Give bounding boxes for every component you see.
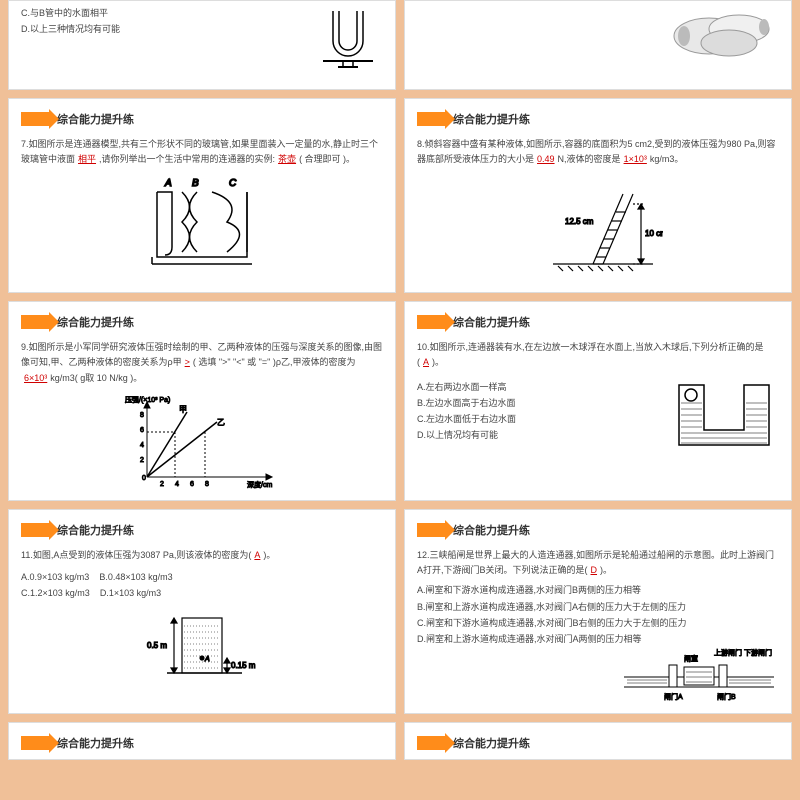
question-11: 11.如图,A点受到的液体压强为3087 Pa,则该液体的密度为(A)。 bbox=[21, 548, 383, 563]
svg-text:B: B bbox=[192, 178, 199, 189]
question-9: 9.如图所示是小军同学研究液体压强时绘制的甲、乙两种液体的压强与深度关系的图像,… bbox=[21, 340, 383, 386]
option-a: A.左右两边水面一样高 bbox=[417, 379, 659, 395]
svg-text:A: A bbox=[204, 656, 210, 663]
card-q12: 综合能力提升练 12.三峡船闸是世界上最大的人造连通器,如图所示是轮船通过船闸的… bbox=[404, 509, 792, 714]
svg-text:8: 8 bbox=[205, 481, 209, 488]
figure-vessels: A B C bbox=[21, 174, 383, 274]
card-bottom-left: 综合能力提升练 bbox=[8, 722, 396, 760]
option-c: C.左边水面低于右边水面 bbox=[417, 411, 659, 427]
svg-text:0.5 m: 0.5 m bbox=[147, 641, 167, 650]
option-c: C.闸室和下游水道构成连通器,水对阀门B右侧的压力大于左侧的压力 bbox=[417, 615, 779, 631]
figure-tilted: 12.5 cm 10 cm bbox=[417, 174, 779, 274]
svg-text:甲: 甲 bbox=[179, 405, 187, 414]
figure-lock: 上游闸门 闸室 下游闸门 闸门A 闸门B bbox=[417, 647, 779, 705]
option-d: D.以上三种情况均有可能 bbox=[21, 21, 220, 37]
svg-text:乙: 乙 bbox=[217, 418, 225, 427]
svg-text:0: 0 bbox=[142, 475, 146, 482]
card-q10: 综合能力提升练 10.如图所示,连通器装有水,在左边放一木球浮在水面上,当放入木… bbox=[404, 301, 792, 501]
card-top-left: C.与B管中的水面相平 D.以上三种情况均有可能 bbox=[8, 0, 396, 90]
arrow-icon bbox=[417, 112, 447, 126]
figure-utube bbox=[313, 1, 383, 71]
svg-text:上游闸门: 上游闸门 bbox=[714, 648, 742, 657]
svg-text:6: 6 bbox=[190, 481, 194, 488]
arrow-icon bbox=[417, 523, 447, 537]
options-row1: A.0.9×103 kg/m3 B.0.48×103 kg/m3 bbox=[21, 569, 383, 585]
question-10: 10.如图所示,连通器装有水,在左边放一木球浮在水面上,当放入木球后,下列分析正… bbox=[417, 340, 779, 371]
svg-text:4: 4 bbox=[175, 481, 179, 488]
section-title: 综合能力提升练 bbox=[57, 522, 134, 538]
svg-text:闸门A: 闸门A bbox=[664, 692, 683, 701]
svg-text:12.5 cm: 12.5 cm bbox=[565, 217, 594, 226]
card-top-right bbox=[404, 0, 792, 90]
svg-text:下游闸门: 下游闸门 bbox=[744, 648, 772, 657]
option-a: A.闸室和下游水道构成连通器,水对阀门B两侧的压力相等 bbox=[417, 582, 779, 598]
question-8: 8.倾斜容器中盛有某种液体,如图所示,容器的底面积为5 cm2,受到的液体压强为… bbox=[417, 137, 779, 168]
card-q8: 综合能力提升练 8.倾斜容器中盛有某种液体,如图所示,容器的底面积为5 cm2,… bbox=[404, 98, 792, 293]
option-d: D.闸室和上游水道构成连通器,水对阀门A两侧的压力相等 bbox=[417, 631, 779, 647]
option-b: B.左边水面高于右边水面 bbox=[417, 395, 659, 411]
svg-text:深度/cm: 深度/cm bbox=[247, 480, 272, 489]
arrow-icon bbox=[21, 315, 51, 329]
figure-beaker: A 0.5 m 0.15 m bbox=[21, 608, 383, 688]
figure-communicating bbox=[669, 375, 779, 460]
option-d: D.以上情况均有可能 bbox=[417, 427, 659, 443]
section-title: 综合能力提升练 bbox=[57, 735, 134, 751]
section-title: 综合能力提升练 bbox=[57, 111, 134, 127]
svg-text:0.15 m: 0.15 m bbox=[231, 661, 256, 670]
option-c: C.与B管中的水面相平 bbox=[21, 5, 220, 21]
svg-text:4: 4 bbox=[140, 442, 144, 449]
section-title: 综合能力提升练 bbox=[453, 735, 530, 751]
svg-text:2: 2 bbox=[140, 457, 144, 464]
card-q7: 综合能力提升练 7.如图所示是连通器模型,共有三个形状不同的玻璃管,如果里面装入… bbox=[8, 98, 396, 293]
question-7: 7.如图所示是连通器模型,共有三个形状不同的玻璃管,如果里面装入一定量的水,静止… bbox=[21, 137, 383, 168]
section-title: 综合能力提升练 bbox=[453, 314, 530, 330]
arrow-icon bbox=[417, 736, 447, 750]
card-q9: 综合能力提升练 9.如图所示是小军同学研究液体压强时绘制的甲、乙两种液体的压强与… bbox=[8, 301, 396, 501]
section-title: 综合能力提升练 bbox=[453, 111, 530, 127]
card-q11: 综合能力提升练 11.如图,A点受到的液体压强为3087 Pa,则该液体的密度为… bbox=[8, 509, 396, 714]
svg-text:闸室: 闸室 bbox=[684, 654, 698, 663]
figure-pipes bbox=[669, 1, 779, 71]
question-12: 12.三峡船闸是世界上最大的人造连通器,如图所示是轮船通过船闸的示意图。此时上游… bbox=[417, 548, 779, 579]
svg-text:A: A bbox=[164, 178, 172, 189]
option-b: B.闸室和上游水道构成连通器,水对阀门A右侧的压力大于左侧的压力 bbox=[417, 599, 779, 615]
card-bottom-right: 综合能力提升练 bbox=[404, 722, 792, 760]
arrow-icon bbox=[21, 112, 51, 126]
svg-text:闸门B: 闸门B bbox=[717, 692, 736, 701]
svg-text:6: 6 bbox=[140, 427, 144, 434]
options-row2: C.1.2×103 kg/m3 D.1×103 kg/m3 bbox=[21, 585, 383, 601]
arrow-icon bbox=[21, 523, 51, 537]
arrow-icon bbox=[21, 736, 51, 750]
svg-text:10 cm: 10 cm bbox=[645, 229, 663, 238]
svg-text:C: C bbox=[229, 178, 237, 189]
svg-text:2: 2 bbox=[160, 481, 164, 488]
svg-text:8: 8 bbox=[140, 412, 144, 419]
figure-chart: 压强/(×10³ Pa) 深度/cm 0 2 4 6 8 2 4 6 8 甲 乙 bbox=[21, 392, 383, 492]
svg-text:压强/(×10³ Pa): 压强/(×10³ Pa) bbox=[125, 396, 170, 404]
section-title: 综合能力提升练 bbox=[57, 314, 134, 330]
arrow-icon bbox=[417, 315, 447, 329]
section-title: 综合能力提升练 bbox=[453, 522, 530, 538]
